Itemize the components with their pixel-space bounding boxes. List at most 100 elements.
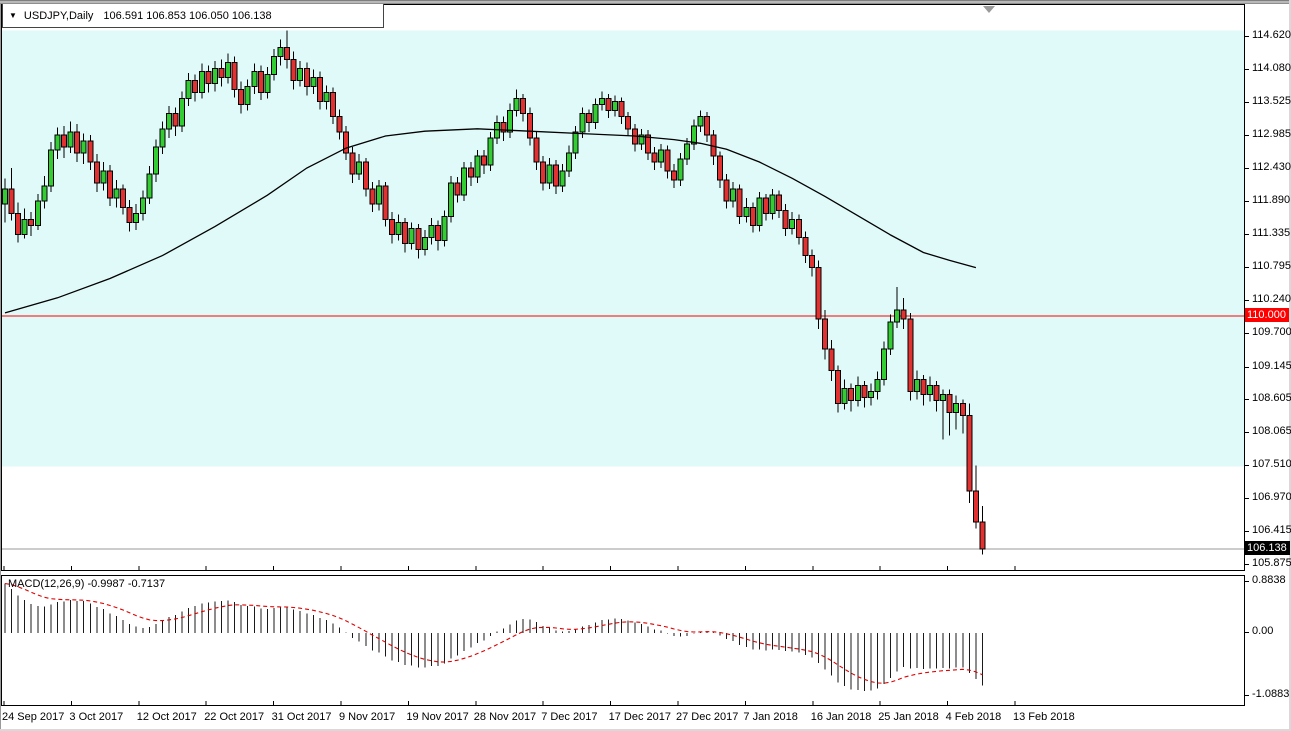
candle-body (93, 161, 100, 184)
date-axis-label: 3 Oct 2017 (69, 711, 124, 723)
candle-body (749, 206, 756, 226)
price-axis-label: 107.510 (1252, 458, 1291, 470)
window-left-edge (0, 4, 1, 731)
candle-body (559, 170, 566, 187)
candle-body (15, 212, 22, 235)
candle-body (703, 116, 710, 136)
candle-body (54, 134, 61, 151)
candle-body (841, 387, 848, 404)
candle-body (625, 116, 632, 130)
price-axis-label: 108.065 (1252, 425, 1291, 437)
candle-body (2, 188, 8, 205)
price-axis-label: 106.415 (1252, 524, 1291, 536)
candle-body (415, 227, 422, 251)
candle-body (566, 152, 573, 172)
price-axis-label: 113.525 (1252, 95, 1291, 107)
candle-body (323, 92, 330, 103)
price-axis-label-tick (1245, 102, 1249, 103)
candle-body (120, 188, 127, 208)
date-axis-label: 22 Oct 2017 (204, 711, 265, 723)
candle-body (854, 384, 861, 401)
candle-body (100, 170, 107, 184)
date-axis-label: 9 Nov 2017 (339, 711, 396, 723)
candle-body (756, 197, 763, 226)
candle-body (618, 101, 625, 118)
candle-body (21, 218, 28, 235)
symbol-ohlc-header[interactable]: ▼ USDJPY,Daily 106.591 106.853 106.050 1… (2, 4, 384, 28)
candle-body (330, 92, 336, 118)
candle-body (238, 89, 245, 106)
price-axis-label: 108.605 (1252, 392, 1291, 404)
candle-body (966, 415, 973, 492)
candle-body (671, 170, 678, 181)
candle-body (310, 76, 317, 88)
window-top-edge (0, 0, 1291, 4)
macd-canvas[interactable] (2, 576, 1244, 705)
price-axis-label: 110.240 (1252, 293, 1291, 305)
candle-body (638, 134, 645, 145)
candle-body (605, 98, 612, 112)
date-gridline-ticks (3, 566, 1016, 570)
date-axis-label: 28 Nov 2017 (473, 711, 537, 723)
candle-body (284, 46, 291, 60)
date-axis-label: 19 Nov 2017 (406, 711, 469, 723)
date-axis-label: 27 Dec 2017 (676, 711, 739, 723)
candle-body (946, 393, 953, 414)
candlesticks[interactable] (2, 30, 986, 555)
chart-shift-marker-icon[interactable] (983, 6, 995, 13)
price-axis[interactable]: 114.620 114.080 113.525 112.985 112.430 111.8… (1245, 4, 1291, 571)
candle-body (408, 227, 415, 244)
date-axis-label: 7 Jan 2018 (743, 711, 798, 723)
candle-body (290, 58, 297, 81)
candle-body (113, 188, 120, 199)
candle-body (244, 86, 251, 106)
candle-body (835, 369, 842, 404)
price-axis-label: 106.970 (1252, 491, 1291, 503)
candle-body (782, 209, 789, 229)
window-bottom-edge (0, 729, 1291, 731)
candle-body (979, 521, 986, 550)
price-chart-pane[interactable] (1, 4, 1245, 571)
candle-body (520, 98, 527, 115)
candle-body (920, 378, 927, 395)
candle-body (553, 164, 560, 187)
price-axis-label: 109.145 (1252, 360, 1291, 372)
candle-body (297, 67, 304, 81)
candle-body (448, 182, 455, 217)
candle-body (47, 149, 54, 187)
candle-body (972, 490, 979, 523)
candle-body (382, 185, 389, 220)
date-axis[interactable]: 24 Sep 2017 3 Oct 2017 12 Oct 2017 22 Oct 2… (1, 706, 1245, 729)
macd-axis[interactable]: 0.8838 0.00 -1.0883 (1245, 574, 1289, 706)
candle-body (159, 128, 166, 148)
price-axis-label-tick (1245, 498, 1249, 499)
candle-body (225, 61, 232, 78)
symbol-title: USDJPY,Daily (23, 9, 94, 22)
candle-body (474, 155, 481, 178)
price-axis-label-tick (1245, 333, 1249, 334)
price-axis-label-tick (1245, 267, 1249, 268)
candle-body (828, 348, 835, 371)
date-axis-label: 13 Feb 2018 (1013, 711, 1075, 723)
candle-body (277, 46, 284, 57)
candle-body (874, 378, 881, 392)
date-axis-label: 24 Sep 2017 (2, 711, 65, 723)
level-price-badge: 110.000 (1245, 308, 1289, 322)
price-chart-canvas[interactable] (2, 5, 1244, 570)
candle-body (795, 218, 802, 238)
date-axis-label: 7 Dec 2017 (541, 711, 598, 723)
candle-body (205, 70, 212, 84)
candle-body (375, 185, 382, 205)
candle-body (487, 137, 494, 166)
price-axis-label-tick (1245, 399, 1249, 400)
candle-body (179, 98, 186, 127)
candle-body (500, 122, 507, 133)
price-axis-label-tick (1245, 432, 1249, 433)
symbol-dropdown-icon[interactable]: ▼ (9, 10, 17, 20)
macd-indicator-pane[interactable]: MACD(12,26,9) -0.9987 -0.7137 (1, 575, 1245, 706)
price-axis-label: 105.875 (1252, 557, 1291, 569)
price-axis-label: 111.890 (1252, 194, 1291, 206)
candle-body (677, 158, 684, 181)
price-axis-label-tick (1245, 465, 1249, 466)
candle-body (900, 309, 907, 320)
